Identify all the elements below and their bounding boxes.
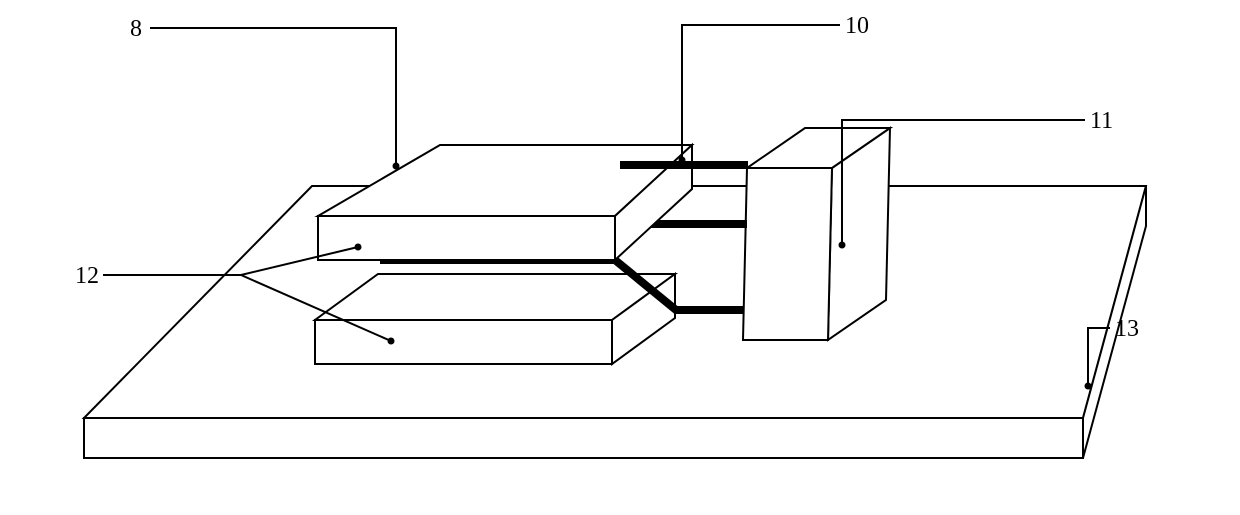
bottom-block (315, 274, 675, 364)
label-13: 13 (1115, 316, 1139, 342)
label-11: 11 (1090, 108, 1113, 134)
label-12: 12 (75, 263, 99, 289)
right-block (743, 128, 890, 340)
technical-diagram: 8 10 11 12 13 (0, 0, 1240, 515)
label-10: 10 (845, 13, 869, 39)
label-8: 8 (130, 16, 142, 42)
